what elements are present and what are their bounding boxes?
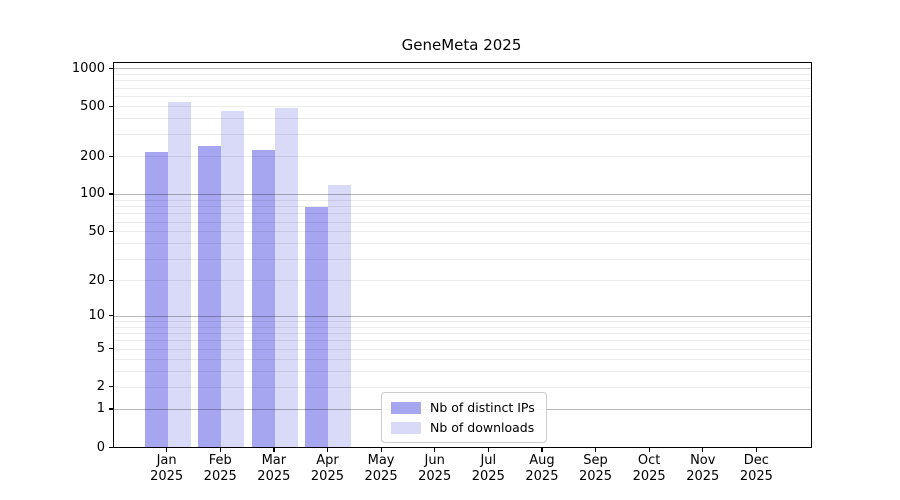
gridline-8 (114, 326, 811, 328)
y-tick-label: 2 (96, 379, 105, 395)
x-tick-label: Dec 2025 (739, 453, 773, 484)
x-tick-label: Jul 2025 (471, 453, 505, 484)
x-tick-mark (434, 448, 436, 452)
chart-title: GeneMeta 2025 (401, 36, 522, 54)
gridline-40 (114, 243, 811, 245)
x-tick-label: Feb 2025 (203, 453, 237, 484)
x-tick-mark (702, 448, 704, 452)
x-tick-label: Nov 2025 (686, 453, 720, 484)
y-tick-label: 100 (80, 186, 105, 202)
y-tick-mark (108, 446, 113, 448)
x-tick-label: Oct 2025 (632, 453, 666, 484)
gridline-6 (114, 340, 811, 342)
x-tick-mark (648, 448, 650, 452)
x-tick-mark (595, 448, 597, 452)
y-tick-label: 5 (96, 341, 105, 357)
legend-swatch-downloads (391, 421, 421, 434)
x-tick-label: Aug 2025 (525, 453, 559, 484)
plot-area: Nb of distinct IPs Nb of downloads (113, 62, 812, 448)
bar-downloads-mar (274, 107, 298, 447)
y-tick-mark (108, 279, 113, 281)
x-tick-mark (380, 448, 382, 452)
x-tick-label: Jun 2025 (418, 453, 452, 484)
legend: Nb of distinct IPs Nb of downloads (381, 392, 547, 443)
bar-distinct-ips-apr (305, 207, 329, 447)
gridline-600 (114, 96, 811, 98)
y-tick-label: 500 (80, 98, 105, 114)
bar-distinct-ips-mar (251, 149, 275, 447)
y-tick-label: 10 (88, 308, 105, 324)
bar-downloads-apr (328, 184, 352, 447)
gridline-400 (114, 118, 811, 120)
legend-label-downloads: Nb of downloads (430, 420, 535, 435)
y-tick-label: 50 (88, 223, 105, 239)
x-tick-label: Apr 2025 (310, 453, 344, 484)
legend-row-downloads: Nb of downloads (391, 420, 535, 435)
x-tick-label: Jan 2025 (150, 453, 184, 484)
gridline-3 (114, 371, 811, 372)
x-tick-mark (273, 448, 275, 452)
x-tick-mark (219, 448, 221, 452)
y-tick-mark (108, 230, 113, 233)
gridline-30 (114, 258, 811, 260)
legend-label-distinct-ips: Nb of distinct IPs (430, 400, 535, 415)
y-tick-mark (108, 193, 113, 195)
gridline-200 (114, 156, 811, 158)
gridline-9 (114, 320, 811, 322)
x-tick-label: May 2025 (364, 453, 398, 484)
gridline-2 (114, 386, 811, 388)
y-tick-label: 20 (88, 272, 105, 288)
gridline-80 (114, 206, 811, 208)
grid-layer (114, 63, 811, 447)
gridline-100 (114, 194, 811, 195)
gridline-20 (114, 280, 811, 282)
y-tick-label: 1000 (71, 60, 105, 76)
gridline-4 (114, 358, 811, 360)
gridline-900 (114, 74, 811, 75)
gridline-300 (114, 134, 811, 136)
y-tick-mark (108, 67, 113, 69)
gridline-5 (114, 348, 811, 350)
gridline-90 (114, 199, 811, 201)
x-tick-mark (487, 448, 489, 452)
bars-layer (114, 63, 811, 447)
gridline-10 (114, 315, 811, 317)
gridline-500 (114, 106, 811, 108)
x-tick-mark (541, 448, 543, 452)
gridline-700 (114, 87, 811, 89)
gridline-7 (114, 333, 811, 334)
y-tick-mark (108, 155, 113, 157)
y-tick-label: 0 (96, 439, 105, 455)
gridline-50 (114, 231, 811, 233)
bar-distinct-ips-jan (144, 152, 168, 447)
y-tick-label: 1 (96, 401, 105, 417)
x-tick-label: Sep 2025 (578, 453, 613, 484)
y-tick-mark (108, 315, 113, 317)
legend-swatch-distinct-ips (391, 401, 421, 414)
y-tick-label: 200 (80, 148, 105, 164)
bar-distinct-ips-feb (198, 145, 222, 447)
y-tick-mark (108, 348, 113, 350)
y-tick-mark (108, 408, 113, 410)
x-tick-label: Mar 2025 (257, 453, 291, 484)
gridline-70 (114, 213, 811, 215)
x-tick-mark (326, 448, 329, 452)
bar-downloads-feb (221, 110, 245, 447)
gridline-800 (114, 80, 811, 82)
legend-row-distinct-ips: Nb of distinct IPs (391, 400, 535, 415)
gridline-60 (114, 221, 811, 223)
bar-downloads-jan (167, 102, 191, 447)
y-tick-mark (108, 105, 113, 107)
gridline-1000 (114, 68, 811, 70)
x-tick-mark (166, 448, 168, 452)
y-tick-mark (108, 386, 113, 388)
x-tick-mark (755, 448, 758, 452)
